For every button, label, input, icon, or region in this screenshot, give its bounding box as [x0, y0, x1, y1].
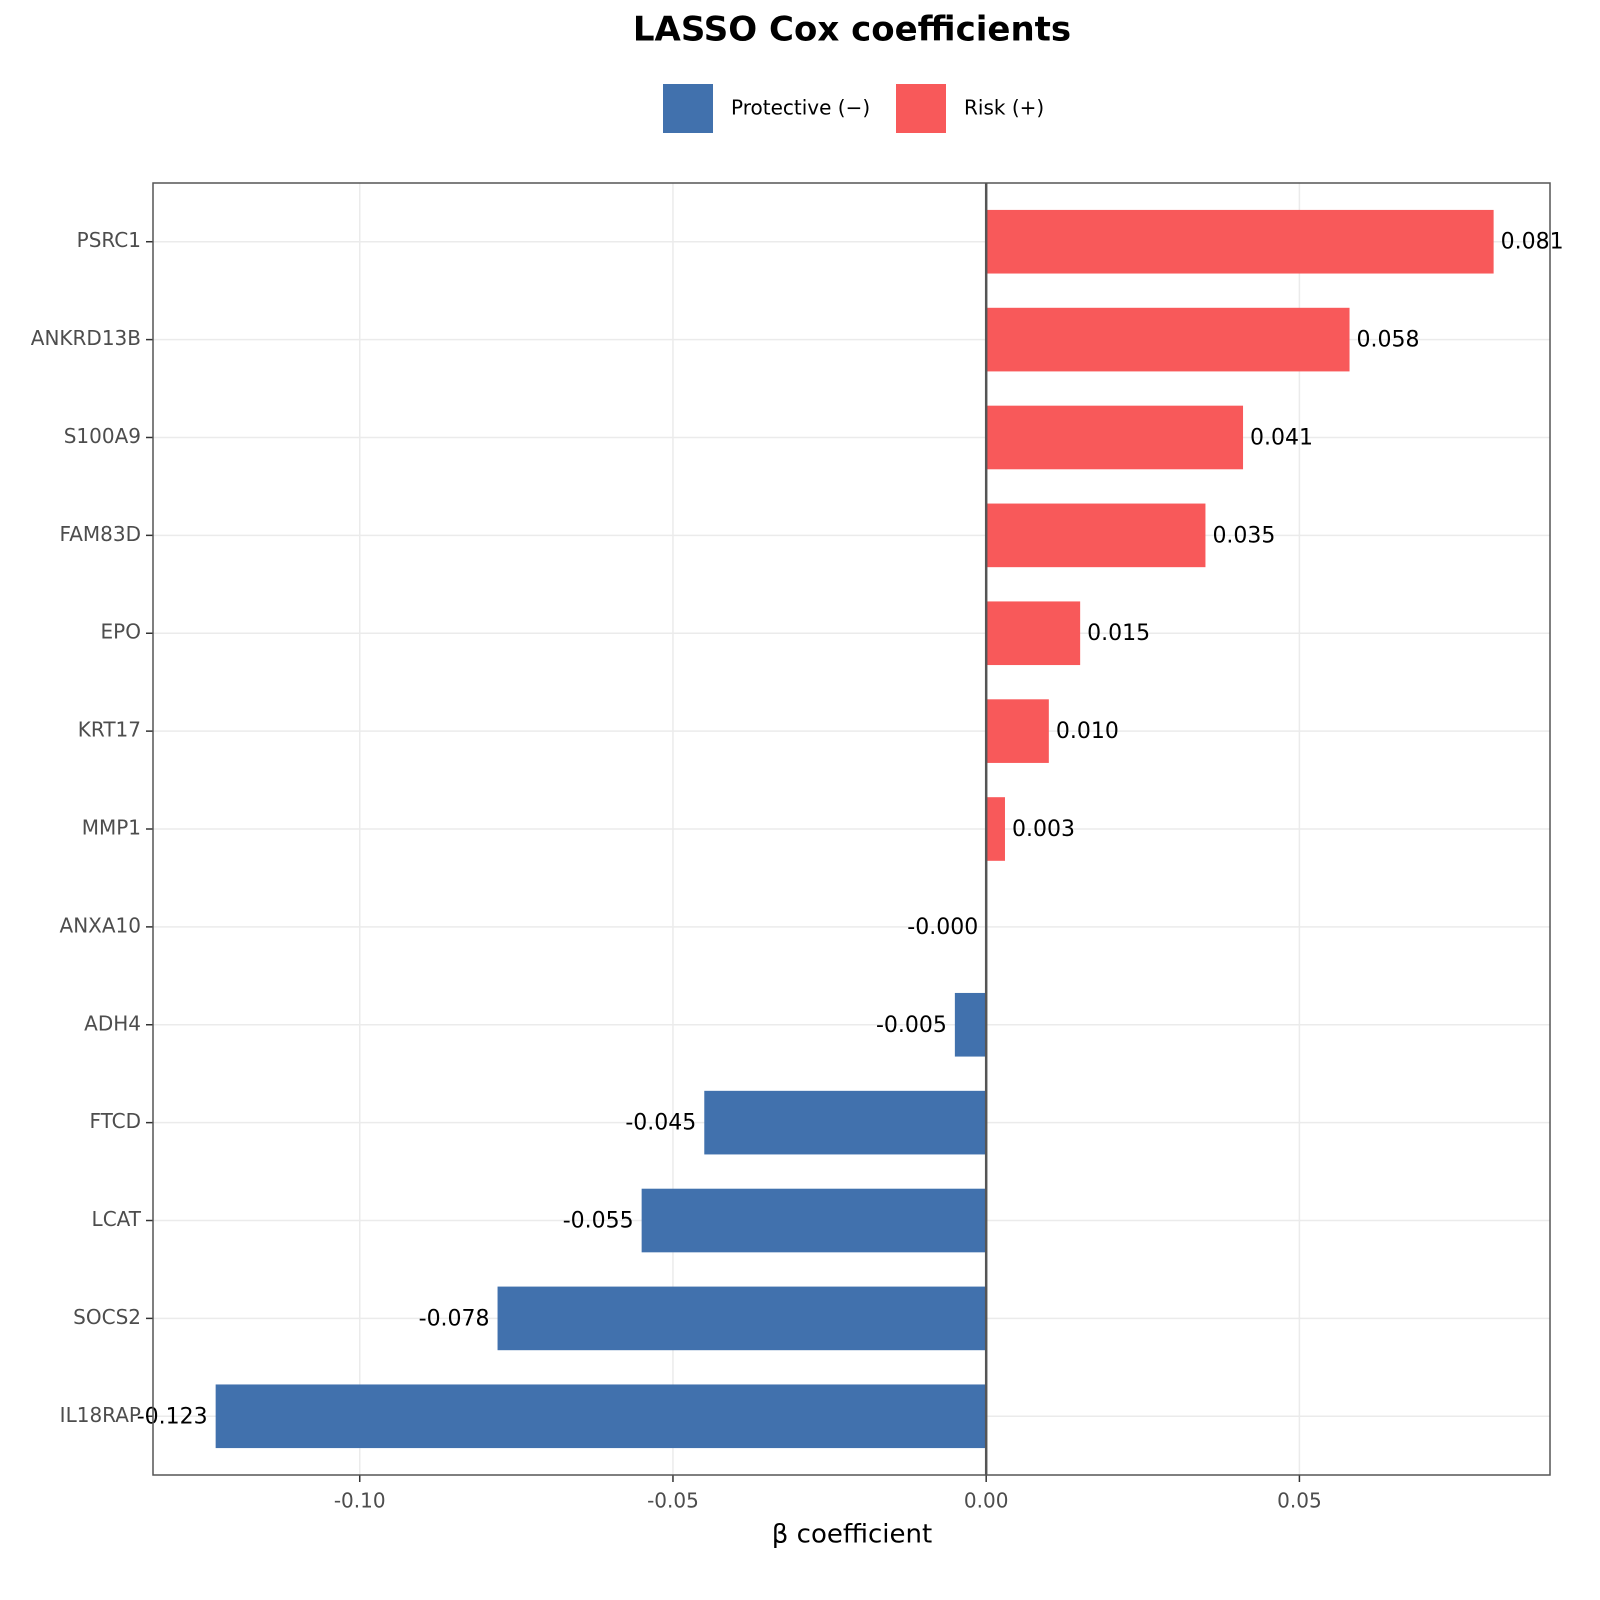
legend-label: Protective (−) [731, 96, 870, 120]
chart-title: LASSO Cox coefficients [633, 10, 1071, 50]
y-tick-label: LCAT [92, 1207, 142, 1231]
x-tick-label: -0.10 [334, 1489, 386, 1513]
legend-swatch [663, 84, 713, 133]
value-label: 0.058 [1357, 328, 1420, 353]
bar [986, 405, 1244, 470]
x-tick-label: 0.05 [1277, 1489, 1322, 1513]
y-tick-label: PSRC1 [77, 228, 141, 252]
bar [954, 992, 987, 1057]
value-label: -0.123 [137, 1404, 208, 1429]
value-label: 0.081 [1501, 230, 1564, 255]
bar [641, 1188, 987, 1253]
bar [986, 307, 1350, 372]
value-label: -0.055 [563, 1209, 634, 1234]
bar [704, 1090, 987, 1155]
y-tick-label: ANKRD13B [31, 326, 141, 350]
panel-border [152, 182, 1551, 1476]
legend-swatch [896, 84, 946, 133]
y-tick-label: IL18RAP [60, 1403, 141, 1427]
bar [497, 1286, 987, 1351]
y-tick-label: ANXA10 [60, 913, 141, 937]
legend-label: Risk (+) [964, 96, 1044, 120]
bar [215, 1384, 987, 1449]
bar [986, 209, 1494, 274]
y-tick-label: KRT17 [78, 718, 141, 742]
bar [986, 601, 1081, 666]
value-label: 0.010 [1056, 719, 1119, 744]
value-label: 0.015 [1087, 621, 1150, 646]
value-label: -0.045 [625, 1111, 696, 1136]
x-tick-label: -0.05 [647, 1489, 699, 1513]
y-tick-label: S100A9 [64, 424, 141, 448]
bar [986, 699, 1049, 763]
bar [986, 797, 1005, 861]
value-label: 0.035 [1212, 523, 1275, 548]
y-tick-label: FAM83D [60, 522, 141, 546]
value-label: 0.041 [1250, 425, 1313, 450]
bar [986, 503, 1206, 568]
value-label: -0.005 [876, 1013, 947, 1038]
x-axis-label: β coefficient [772, 1520, 932, 1550]
value-label: 0.003 [1012, 817, 1075, 842]
y-tick-label: MMP1 [82, 816, 141, 840]
y-tick-label: EPO [101, 620, 141, 644]
value-label: -0.078 [419, 1306, 490, 1331]
y-tick-label: FTCD [89, 1109, 141, 1133]
value-label: -0.000 [907, 915, 978, 940]
y-tick-label: ADH4 [84, 1011, 141, 1035]
x-tick-label: 0.00 [964, 1489, 1009, 1513]
y-tick-label: SOCS2 [73, 1305, 141, 1329]
